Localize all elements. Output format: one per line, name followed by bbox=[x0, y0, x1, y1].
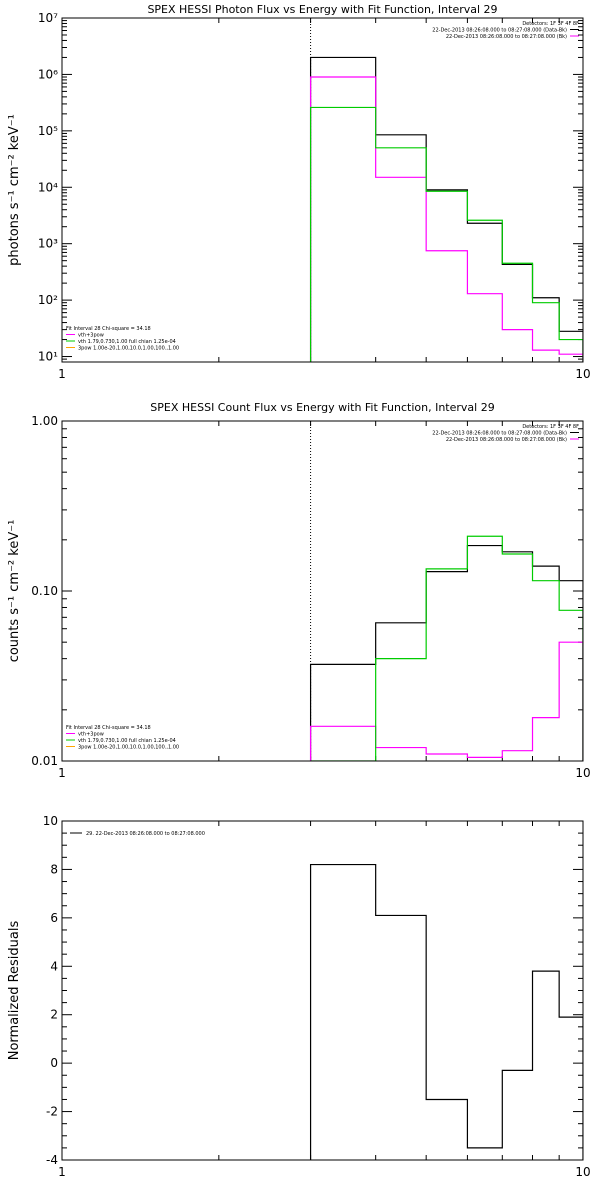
x-tick-label: 1 bbox=[58, 367, 66, 381]
series-2-line bbox=[309, 641, 583, 761]
legend-entry: Detectors: 1F 3F 4F 8F bbox=[522, 21, 579, 27]
y-axis-label: photons s⁻¹ cm⁻² keV⁻¹ bbox=[7, 114, 22, 266]
chart-panel-1: SPEX HESSI Photon Flux vs Energy with Fi… bbox=[7, 3, 591, 381]
series-1-line bbox=[309, 544, 583, 761]
y-tick-label: 8 bbox=[50, 862, 58, 876]
legend-entry: Fit Interval 28 Chi-square = 34.18 bbox=[66, 326, 151, 332]
x-axis-ticks bbox=[61, 821, 584, 1160]
x-tick-label: 10 bbox=[575, 1165, 590, 1179]
legend-entry: 3pow 1.00e-20,1.00,10.0,1.00,100.,1.00 bbox=[78, 346, 179, 352]
legend-entry: vth 1.79,0.730,1.00 full chian 1.25e-04 bbox=[78, 339, 176, 345]
series-3-line bbox=[309, 106, 583, 362]
x-axis-ticks bbox=[61, 421, 584, 761]
series-1-line bbox=[309, 56, 583, 362]
plot-frame bbox=[61, 17, 584, 363]
legend-entry: vth 1.79,0.730,1.00 full chian 1.25e-04 bbox=[78, 738, 176, 744]
series-group bbox=[309, 863, 583, 1160]
y-tick-label: -4 bbox=[46, 1153, 58, 1167]
legend-entry: 3pow 1.00e-20,1.00,10.0,1.00,100.,1.00 bbox=[78, 745, 179, 751]
x-tick-label: 10 bbox=[575, 766, 590, 780]
y-tick-label: 0 bbox=[50, 1056, 58, 1070]
series-group bbox=[309, 535, 583, 761]
x-tick-label: 1 bbox=[58, 766, 66, 780]
legend-entry: vth+3pow bbox=[78, 333, 104, 339]
chart-panel-3: 1 10 -4 -2 0 2 4 6 8 10 Normalized Residuals 29. 22… bbox=[7, 814, 591, 1179]
y-axis-label: Normalized Residuals bbox=[7, 921, 22, 1061]
y-tick-label: 0.10 bbox=[31, 584, 58, 598]
series-group bbox=[309, 56, 583, 362]
y-axis-ticks bbox=[62, 420, 583, 762]
chart-title: SPEX HESSI Photon Flux vs Energy with Fi… bbox=[147, 3, 497, 16]
legend-entry: 22-Dec-2013 08:26:08.000 to 08:27:08.000… bbox=[432, 431, 567, 437]
legend-entry: Fit Interval 28 Chi-square = 34.18 bbox=[66, 725, 151, 731]
x-axis-ticks bbox=[61, 18, 584, 362]
legend: 29. 22-Dec-2013 08:26:08.000 to 08:27:08… bbox=[70, 831, 205, 837]
legend-entry: Detectors: 1F 3F 4F 8F bbox=[522, 424, 579, 430]
x-tick-label: 10 bbox=[575, 367, 590, 381]
y-tick-label: 10⁷ bbox=[38, 11, 58, 25]
y-tick-label: 6 bbox=[50, 911, 58, 925]
legend-entry: 22-Dec-2013 08:26:08.000 to 08:27:08.000… bbox=[446, 34, 567, 40]
y-tick-label: 10⁵ bbox=[38, 124, 58, 138]
x-tick-label: 1 bbox=[58, 1165, 66, 1179]
y-tick-label: 10 bbox=[43, 814, 58, 828]
legend-entry: 29. 22-Dec-2013 08:26:08.000 to 08:27:08… bbox=[86, 831, 205, 837]
y-axis-ticks bbox=[62, 17, 583, 363]
plot-frame bbox=[61, 420, 584, 762]
chart-title: SPEX HESSI Count Flux vs Energy with Fit… bbox=[150, 401, 494, 414]
y-tick-label: 10⁴ bbox=[38, 180, 58, 194]
y-tick-label: 10¹ bbox=[38, 350, 58, 364]
series-2-line bbox=[309, 76, 583, 362]
series-1-line bbox=[309, 863, 583, 1160]
y-tick-label: -2 bbox=[46, 1105, 58, 1119]
y-tick-label: 10³ bbox=[38, 237, 58, 251]
legend-bottom: Fit Interval 28 Chi-square = 34.18vth+3p… bbox=[66, 326, 179, 352]
y-tick-label: 10² bbox=[38, 293, 58, 307]
y-axis-ticks bbox=[62, 820, 583, 1161]
legend-bottom: Fit Interval 28 Chi-square = 34.18vth+3p… bbox=[66, 725, 179, 751]
y-tick-label: 2 bbox=[50, 1008, 58, 1022]
y-tick-label: 10⁶ bbox=[38, 67, 58, 81]
plot-frame bbox=[61, 820, 584, 1161]
chart-panel-2: SPEX HESSI Count Flux vs Energy with Fit… bbox=[7, 401, 591, 780]
legend-entry: 22-Dec-2013 08:26:08.000 to 08:27:08.000… bbox=[446, 437, 567, 443]
y-tick-label: 4 bbox=[50, 959, 58, 973]
legend-entry: 22-Dec-2013 08:26:08.000 to 08:27:08.000… bbox=[432, 28, 567, 34]
legend-entry: vth+3pow bbox=[78, 732, 104, 738]
y-tick-label: 0.01 bbox=[31, 754, 58, 768]
series-3-line bbox=[310, 535, 583, 761]
y-axis-label: counts s⁻¹ cm⁻² keV⁻¹ bbox=[7, 520, 22, 663]
y-tick-label: 1.00 bbox=[31, 414, 58, 428]
